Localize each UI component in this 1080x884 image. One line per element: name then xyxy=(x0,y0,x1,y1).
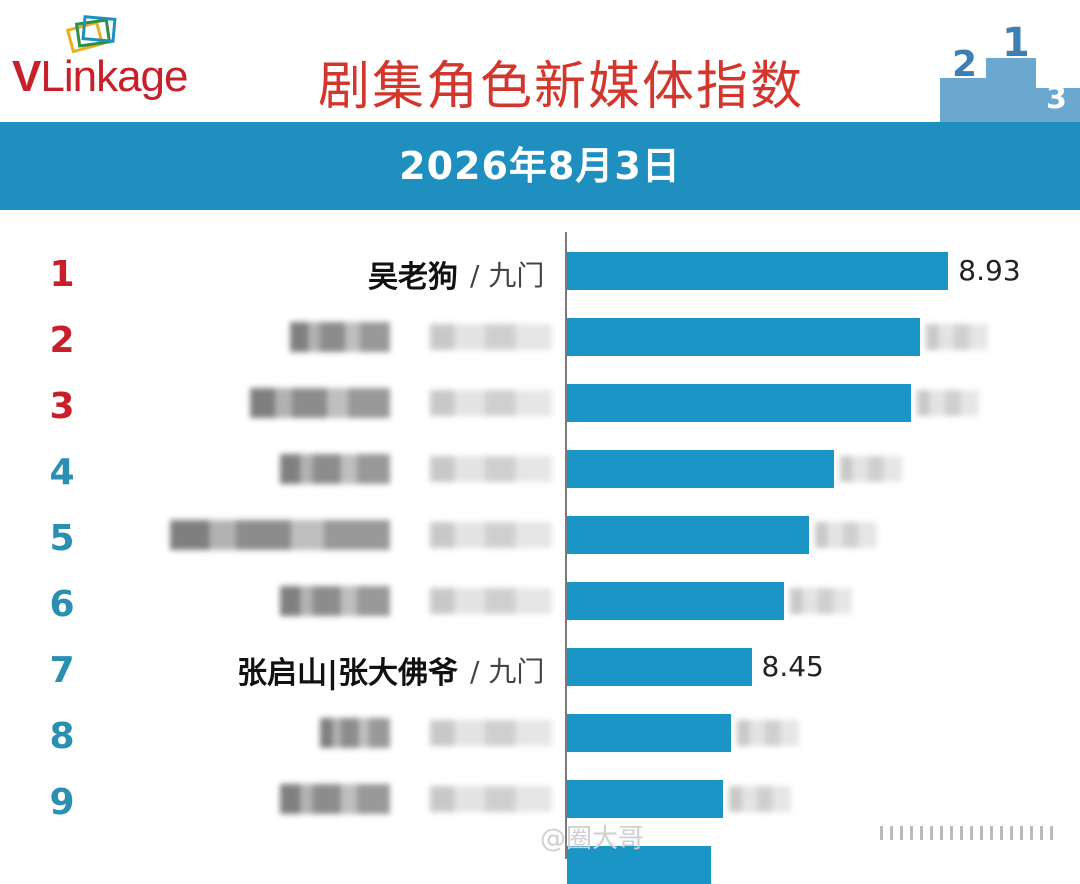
blurred-show xyxy=(430,720,552,746)
page-title: 剧集角色新媒体指数 xyxy=(318,57,805,117)
blurred-value xyxy=(728,786,791,812)
show-name: / 九门 xyxy=(470,655,545,688)
decorative-dots xyxy=(880,826,1053,840)
blurred-name xyxy=(170,520,390,550)
logo-v: V xyxy=(12,52,41,101)
blurred-show xyxy=(430,390,552,416)
blurred-name xyxy=(280,784,390,814)
rank-number: 9 xyxy=(49,782,75,823)
watermark: @圈大哥 xyxy=(540,824,645,854)
role-name: 张启山|张大佛爷 xyxy=(237,656,458,691)
blurred-show xyxy=(430,456,552,482)
podium-number-3: 3 xyxy=(1046,81,1067,116)
ranking-chart: 1 吴老狗 / 九门 8.93 2 3 4 5 6 7 张启山|张大佛爷 / 九门 8.45 8 9 xyxy=(0,210,1080,884)
blurred-name xyxy=(280,454,390,484)
chart-bar xyxy=(567,516,809,554)
blurred-value xyxy=(917,390,980,416)
blurred-show xyxy=(430,324,552,350)
date-band: 2026年8月3日 xyxy=(0,122,1080,210)
chart-bar xyxy=(567,384,912,422)
value-label: 8.93 xyxy=(958,254,1021,287)
logo-text: Linkage xyxy=(40,52,188,101)
podium-number-1: 1 xyxy=(1002,20,1030,66)
chart-axis-line xyxy=(565,232,567,859)
blurred-name xyxy=(320,718,390,748)
blurred-name xyxy=(290,322,390,352)
blurred-name xyxy=(280,586,390,616)
blurred-value xyxy=(925,324,988,350)
blurred-value xyxy=(814,522,877,548)
role-name: 吴老狗 xyxy=(368,260,458,295)
chart-bar xyxy=(567,582,785,620)
logo: VLinkage xyxy=(12,52,189,102)
rank-number: 2 xyxy=(49,320,75,361)
blurred-value xyxy=(737,720,799,746)
chart-bar xyxy=(567,648,752,686)
rank-number: 8 xyxy=(49,716,75,757)
chart-bar xyxy=(567,450,834,488)
show-name: / 九门 xyxy=(470,259,545,292)
blurred-value xyxy=(790,588,853,614)
rank-number: 7 xyxy=(49,650,75,691)
podium-number-2: 2 xyxy=(952,44,977,85)
rank-number: 4 xyxy=(49,452,75,493)
chart-bar xyxy=(567,714,731,752)
chart-bar xyxy=(567,780,723,818)
header: VLinkage 剧集角色新媒体指数 2 1 3 xyxy=(0,0,1080,122)
rank-number: 1 xyxy=(49,254,75,295)
blurred-show xyxy=(430,588,552,614)
rank-number: 5 xyxy=(49,518,75,559)
rank-number: 3 xyxy=(49,386,75,427)
blurred-name xyxy=(250,388,390,418)
logo-mark-icon xyxy=(65,15,117,54)
chart-bar xyxy=(567,252,949,290)
chart-date: 2026年8月3日 xyxy=(399,144,681,188)
value-label: 8.45 xyxy=(761,650,824,683)
chart-bar xyxy=(567,318,920,356)
rank-number: 6 xyxy=(49,584,75,625)
blurred-show xyxy=(430,786,552,812)
blurred-show xyxy=(430,522,552,548)
podium-icon: 2 1 3 xyxy=(940,20,1080,122)
blurred-value xyxy=(839,456,902,482)
